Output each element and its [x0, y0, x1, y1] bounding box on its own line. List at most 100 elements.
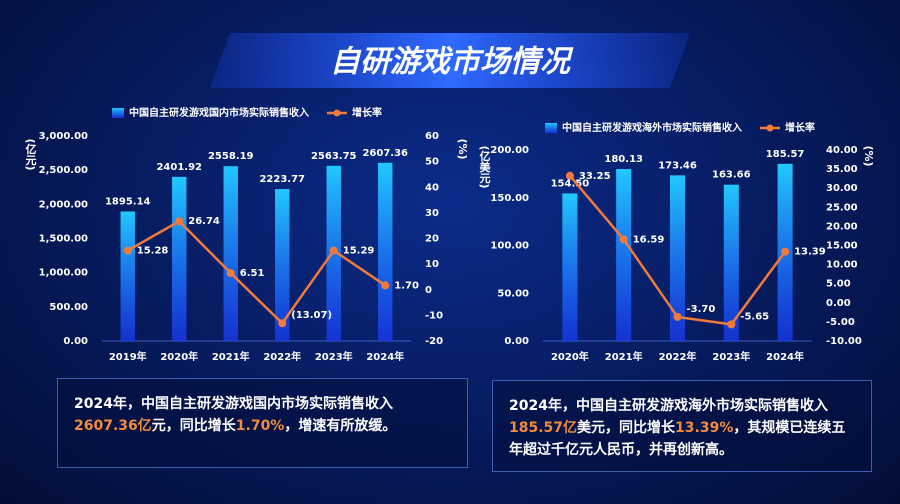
x-tick-label: 2024年 [766, 350, 804, 363]
line-marker [175, 217, 184, 226]
bar [616, 168, 632, 341]
summary-text: 2607.36亿 [74, 418, 152, 434]
line-value-label: 15.29 [343, 246, 375, 257]
line-marker [278, 319, 287, 328]
y2-tick-label: 50 [425, 157, 439, 168]
bar-value-label: 1895.14 [105, 196, 151, 207]
bar-value-label: 2401.92 [156, 162, 202, 173]
y2-tick-label: 10.00 [826, 260, 858, 271]
bar-value-label: 2607.36 [362, 148, 408, 159]
bar [120, 211, 135, 341]
summary-text: ，其规模已连续五年超过千亿元人民币，并再创新高。 [509, 420, 846, 458]
summary-text: 2024年，中国自主研发游戏国内市场实际销售收入 [74, 396, 393, 412]
bar-value-label: 2563.75 [311, 151, 357, 162]
growth-line [127, 219, 386, 326]
y2-tick-label: 35.00 [826, 164, 858, 175]
bar [275, 189, 290, 341]
line-value-label: 16.59 [633, 234, 665, 245]
bar-value-label: 185.57 [766, 149, 805, 160]
line-marker [226, 269, 235, 278]
x-tick-label: 2019年 [109, 350, 147, 363]
legend-marker [766, 124, 774, 132]
y-tick-label: 0.00 [63, 336, 88, 347]
y-tick-label: 200.00 [490, 145, 529, 156]
x-tick-label: 2022年 [263, 350, 301, 363]
bar-value-label: 2558.19 [208, 151, 254, 162]
y2-tick-label: 10 [425, 259, 439, 270]
y2-tick-label: 20.00 [826, 221, 858, 232]
y-tick-label: 50.00 [497, 288, 529, 299]
y2-axis-label: (%) [862, 146, 875, 167]
y2-axis-label: (%) [456, 139, 469, 160]
line-marker [329, 246, 338, 255]
bar [172, 176, 187, 341]
summary-text: 元，同比增长 [151, 418, 236, 434]
legend-swatch [112, 108, 124, 118]
x-tick-label: 2021年 [212, 350, 250, 363]
summary-text: ，增速有所放缓。 [284, 418, 397, 434]
y2-tick-label: -10.00 [826, 336, 862, 347]
bar [723, 184, 739, 341]
y-axis-label: (亿元) [24, 139, 37, 171]
x-tick-label: 2020年 [160, 350, 198, 363]
line-value-label: 1.70 [394, 280, 419, 291]
y-tick-label: 2,000.00 [39, 199, 88, 210]
y2-tick-label: -10 [425, 310, 443, 321]
legend-marker [333, 109, 341, 117]
bar [378, 162, 393, 341]
line-value-label: -5.65 [740, 311, 769, 322]
y2-tick-label: 25.00 [826, 202, 858, 213]
y-tick-label: 2,500.00 [39, 165, 88, 176]
bar [669, 175, 686, 341]
bar-value-label: 163.66 [712, 170, 751, 181]
line-value-label: (13.07) [291, 310, 332, 321]
x-tick-label: 2024年 [366, 350, 404, 363]
y-tick-label: 0.00 [504, 336, 529, 347]
summary-box: 2024年，中国自主研发游戏国内市场实际销售收入 2607.36亿元，同比增长1.… [57, 378, 468, 468]
x-tick-label: 2023年 [712, 350, 750, 363]
summary-text: 185.57亿 [509, 420, 578, 436]
x-tick-label: 2023年 [315, 350, 353, 363]
page-title: 自研游戏市场情况 [330, 45, 574, 80]
y2-tick-label: 20 [425, 234, 439, 245]
summary-text: 13.39% [675, 420, 734, 436]
y2-tick-label: 40.00 [826, 145, 858, 156]
legend-label[interactable]: 中国自主研发游戏国内市场实际销售收入 [129, 106, 309, 119]
y2-tick-label: 5.00 [826, 279, 851, 290]
summary-text: 美元，同比增长 [577, 420, 676, 436]
y-tick-label: 3,000.00 [39, 131, 88, 142]
bar-value-label: 180.13 [604, 154, 643, 165]
line-value-label: 33.25 [579, 171, 611, 182]
legend-swatch [545, 123, 557, 133]
line-marker [781, 247, 790, 256]
y2-tick-label: -5.00 [826, 317, 855, 328]
y2-tick-label: 15.00 [826, 241, 858, 252]
line-value-label: 26.74 [188, 216, 220, 227]
legend-label[interactable]: 增长率 [352, 106, 382, 119]
y2-tick-label: 30.00 [826, 183, 858, 194]
line-value-label: -3.70 [687, 304, 716, 315]
line-marker [123, 246, 132, 255]
legend-label[interactable]: 中国自主研发游戏海外市场实际销售收入 [562, 121, 742, 134]
y-tick-label: 150.00 [490, 193, 529, 204]
line-marker [565, 171, 574, 180]
x-tick-label: 2022年 [659, 350, 697, 363]
y2-tick-label: -20 [425, 336, 443, 347]
line-value-label: 15.28 [137, 246, 169, 257]
line-marker [727, 320, 736, 329]
y2-tick-label: 30 [425, 208, 439, 219]
bar-value-label: 154.50 [551, 178, 590, 189]
title-banner [210, 33, 690, 88]
bar [223, 166, 238, 341]
x-tick-label: 2020年 [551, 350, 589, 363]
line-marker [619, 235, 628, 244]
line-marker [381, 281, 390, 290]
y2-tick-label: 0 [425, 285, 432, 296]
y-tick-label: 100.00 [490, 241, 529, 252]
summary-text: 1.70% [235, 418, 285, 434]
line-marker [673, 312, 682, 321]
x-tick-label: 2021年 [605, 350, 643, 363]
legend-label[interactable]: 增长率 [785, 121, 815, 134]
